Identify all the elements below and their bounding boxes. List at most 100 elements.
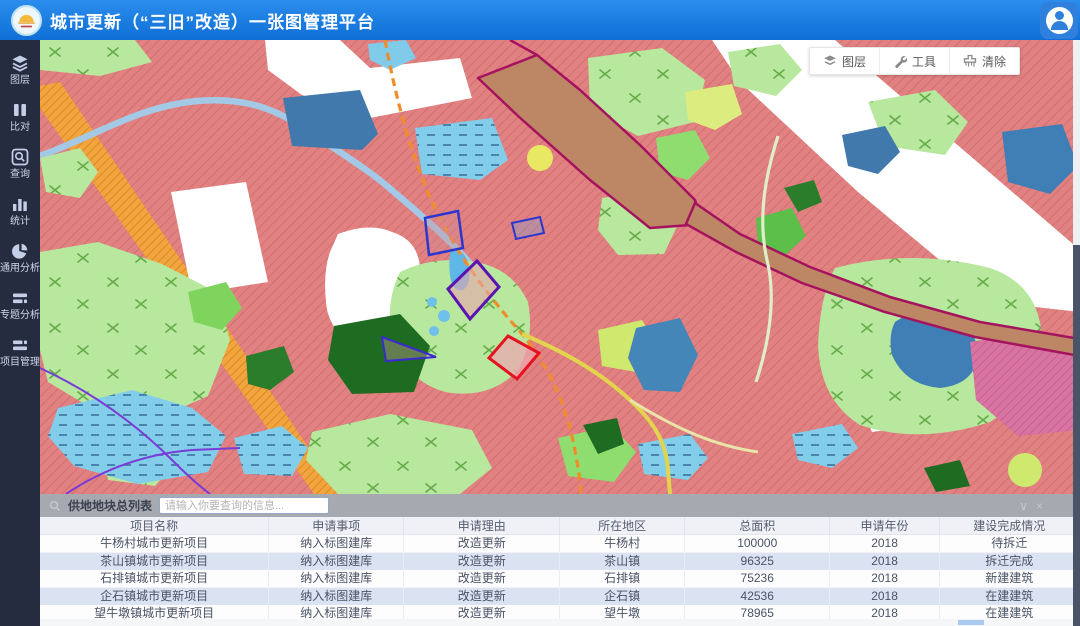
selected-parcel-blue-1[interactable] bbox=[423, 209, 465, 257]
map-canvas[interactable] bbox=[40, 40, 1080, 494]
parcel-table: 项目名称 申请事项 申请理由 所在地区 总面积 申请年份 建设完成情况 牛杨村城… bbox=[40, 517, 1080, 623]
sidebar-item-layers[interactable]: 图层 bbox=[0, 46, 40, 93]
table-row[interactable]: 牛杨村城市更新项目 纳入标图建库 改造更新 牛杨村 100000 2018 待拆… bbox=[40, 534, 1080, 553]
sidebar-item-project-management[interactable]: 项目管理 bbox=[0, 328, 40, 375]
sidebar-item-label: 通用分析 bbox=[0, 262, 40, 274]
cell-district: 茶山镇 bbox=[559, 552, 685, 570]
cell-year: 2018 bbox=[829, 570, 940, 588]
sidebar-item-thematic-analysis[interactable]: 专题分析 bbox=[0, 281, 40, 328]
cell-reason: 改造更新 bbox=[403, 605, 561, 623]
layers-icon bbox=[12, 55, 28, 72]
cell-project: 牛杨村城市更新项目 bbox=[40, 534, 270, 553]
panel-header-bar: 供地地块总列表 ∨ × bbox=[40, 494, 1080, 517]
cell-project: 望牛墩镇城市更新项目 bbox=[40, 605, 270, 623]
list-icon bbox=[13, 293, 27, 303]
selected-parcel-triangle[interactable] bbox=[380, 335, 437, 363]
sidebar-item-compare[interactable]: 比对 bbox=[0, 93, 40, 140]
cell-status: 在建建筑 bbox=[939, 587, 1080, 605]
tasks-icon bbox=[13, 340, 27, 350]
collapse-icon[interactable]: ∨ bbox=[1019, 498, 1028, 513]
panel-window-controls: ∨ × bbox=[1019, 500, 1071, 512]
table-row[interactable]: 望牛墩镇城市更新项目 纳入标图建库 改造更新 望牛墩 78965 2018 在建… bbox=[40, 605, 1080, 623]
col-header: 申请事项 bbox=[268, 517, 405, 535]
map-toolbar: 图层 工具 清除 bbox=[808, 47, 1020, 75]
map-clear-button[interactable]: 清除 bbox=[948, 48, 1019, 74]
page-title: 城市更新（“三旧”改造）一张图管理平台 bbox=[50, 12, 375, 32]
sidebar-item-query[interactable]: 查询 bbox=[0, 140, 40, 187]
wrench-icon bbox=[895, 55, 907, 68]
sidebar-item-label: 专题分析 bbox=[0, 309, 40, 321]
map-button-label: 工具 bbox=[911, 54, 936, 69]
sidebar-item-label: 图层 bbox=[10, 74, 30, 86]
col-header: 总面积 bbox=[684, 517, 831, 535]
col-header: 项目名称 bbox=[40, 517, 270, 535]
cell-reason: 改造更新 bbox=[403, 587, 561, 605]
cell-item: 纳入标图建库 bbox=[268, 552, 405, 570]
bottom-panel: 供地地块总列表 ∨ × 项目名称 申请事项 申请理由 所在地 bbox=[40, 494, 1080, 626]
cell-area: 100000 bbox=[684, 534, 831, 553]
layers-icon bbox=[824, 55, 836, 66]
cell-project: 茶山镇城市更新项目 bbox=[40, 552, 270, 570]
cell-district: 望牛墩 bbox=[559, 605, 685, 623]
cell-status: 拆迁完成 bbox=[939, 552, 1080, 570]
cell-district: 牛杨村 bbox=[559, 534, 685, 553]
map-area: 图层 工具 清除 bbox=[40, 40, 1080, 626]
selected-parcel-blue-2[interactable] bbox=[510, 215, 546, 241]
selected-parcel-red[interactable] bbox=[486, 334, 542, 382]
cell-project: 企石镇城市更新项目 bbox=[40, 587, 270, 605]
table-row[interactable]: 企石镇城市更新项目 纳入标图建库 改造更新 企石镇 42536 2018 在建建… bbox=[40, 587, 1080, 605]
table-hscrollbar[interactable] bbox=[40, 619, 1080, 626]
map-water bbox=[283, 90, 378, 150]
page-scrollbar-thumb[interactable] bbox=[1073, 245, 1080, 626]
cell-item: 纳入标图建库 bbox=[268, 534, 405, 553]
map-button-label: 图层 bbox=[841, 54, 866, 69]
search-icon bbox=[49, 500, 61, 511]
col-header: 建设完成情况 bbox=[939, 517, 1080, 535]
col-header: 申请年份 bbox=[829, 517, 940, 535]
cell-year: 2018 bbox=[829, 534, 940, 553]
brush-icon bbox=[963, 54, 977, 67]
sidebar-item-general-analysis[interactable]: 通用分析 bbox=[0, 234, 40, 281]
map-magenta-zone bbox=[970, 330, 1080, 436]
bar-chart-icon bbox=[13, 198, 27, 211]
sidebar: 图层 比对 查询 统计 bbox=[0, 40, 40, 626]
cell-area: 42536 bbox=[684, 587, 831, 605]
map-layers-button[interactable]: 图层 bbox=[810, 48, 879, 74]
pie-chart-icon bbox=[12, 243, 28, 259]
user-avatar-button[interactable] bbox=[1040, 2, 1078, 39]
table-hscrollbar-thumb[interactable] bbox=[958, 620, 984, 625]
compare-icon bbox=[14, 103, 26, 116]
map-road-purple bbox=[40, 367, 211, 494]
cell-area: 96325 bbox=[684, 552, 831, 570]
selected-parcel-purple[interactable] bbox=[446, 258, 501, 322]
app-header: 城市更新（“三旧”改造）一张图管理平台 bbox=[0, 0, 1080, 40]
user-icon bbox=[1045, 7, 1073, 34]
cell-reason: 改造更新 bbox=[403, 570, 561, 588]
sidebar-item-label: 比对 bbox=[10, 121, 30, 133]
cell-year: 2018 bbox=[829, 552, 940, 570]
table-row[interactable]: 茶山镇城市更新项目 纳入标图建库 改造更新 茶山镇 96325 2018 拆迁完… bbox=[40, 552, 1080, 570]
col-header: 所在地区 bbox=[559, 517, 685, 535]
search-icon bbox=[11, 148, 29, 165]
sidebar-item-label: 项目管理 bbox=[0, 356, 40, 368]
cell-status: 新建建筑 bbox=[939, 570, 1080, 588]
col-header: 申请理由 bbox=[403, 517, 561, 535]
cell-item: 纳入标图建库 bbox=[268, 587, 405, 605]
close-icon[interactable]: × bbox=[1035, 498, 1043, 513]
sidebar-item-label: 查询 bbox=[10, 168, 30, 180]
map-white-swath bbox=[712, 40, 1080, 312]
cell-status: 待拆迁 bbox=[939, 534, 1080, 553]
cell-reason: 改造更新 bbox=[403, 552, 561, 570]
cell-district: 企石镇 bbox=[559, 587, 685, 605]
search-input[interactable] bbox=[159, 497, 330, 514]
map-tools-button[interactable]: 工具 bbox=[878, 48, 949, 74]
app-logo bbox=[11, 4, 42, 36]
cell-reason: 改造更新 bbox=[403, 534, 561, 553]
table-row[interactable]: 石排镇城市更新项目 纳入标图建库 改造更新 石排镇 75236 2018 新建建… bbox=[40, 570, 1080, 588]
panel-title: 供地地块总列表 bbox=[68, 499, 153, 513]
map-button-label: 清除 bbox=[981, 54, 1006, 69]
sidebar-item-stats[interactable]: 统计 bbox=[0, 187, 40, 234]
map-road-dashed bbox=[383, 40, 583, 494]
page-scrollbar[interactable] bbox=[1073, 40, 1080, 626]
